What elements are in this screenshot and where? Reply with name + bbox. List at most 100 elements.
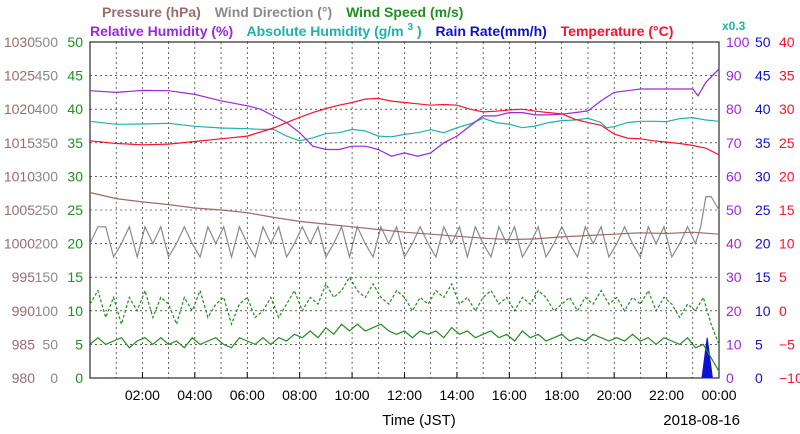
tick-label-wind-direction: 450 <box>35 68 59 84</box>
tick-label-pressure: 990 <box>12 303 36 319</box>
tick-label-pressure: 1020 <box>4 101 35 117</box>
tick-label-wind-speed: 5 <box>75 336 83 352</box>
series-absolute-humidity-g-m3 <box>89 116 720 142</box>
tick-label-relative-humidity: 50 <box>726 202 742 218</box>
x-axis: 02:00 04:00 06:00 08:00 10:00 12:00 14:00 16:00… <box>125 372 737 403</box>
tick-label-pressure: 1025 <box>4 68 35 84</box>
series-relative-humidity <box>89 68 720 157</box>
tick-label-wind-speed: 30 <box>67 168 83 184</box>
x-tick-label: 12:00 <box>387 387 422 403</box>
tick-label-wind-direction: 250 <box>35 202 59 218</box>
tick-label-temperature: −5 <box>779 336 795 352</box>
tick-label-pressure: 980 <box>12 370 36 386</box>
tick-label-relative-humidity: 70 <box>726 135 742 151</box>
x-tick-label: 00:00 <box>701 387 736 403</box>
tick-label-relative-humidity: 10 <box>726 336 742 352</box>
tick-label-relative-humidity: 20 <box>726 303 742 319</box>
x-tick-label: 20:00 <box>597 387 632 403</box>
tick-label-pressure: 1005 <box>4 202 35 218</box>
tick-label-rain-rate: 0 <box>755 370 763 386</box>
series-wind-speed-m-s <box>89 323 720 372</box>
tick-label-wind-direction: 300 <box>35 168 59 184</box>
series-wind-speed-m-s-max <box>89 276 720 345</box>
tick-label-rain-rate: 15 <box>755 269 771 285</box>
tick-label-wind-speed: 25 <box>67 202 83 218</box>
legend-absolute-humidity-sup: 3 <box>408 22 414 33</box>
tick-label-relative-humidity: 90 <box>726 68 742 84</box>
x-tick-label: 16:00 <box>492 387 527 403</box>
x-tick-label: 02:00 <box>125 387 160 403</box>
legend-rain-rate: Rain Rate(mm/h) <box>436 23 547 39</box>
tick-label-wind-speed: 0 <box>75 370 83 386</box>
series-rain-rate-mm-h <box>701 337 713 379</box>
legend-row-1: Pressure (hPa) Wind Direction (°) Wind S… <box>102 4 463 20</box>
x-tick-label: 06:00 <box>230 387 265 403</box>
tick-label-temperature: 40 <box>779 34 795 50</box>
tick-label-rain-rate: 45 <box>755 68 771 84</box>
series-pressure-hpa <box>89 191 720 241</box>
legend-temperature: Temperature (°C) <box>561 23 674 39</box>
tick-label-pressure: 995 <box>12 269 36 285</box>
tick-label-wind-direction: 0 <box>50 370 58 386</box>
tick-label-wind-speed: 10 <box>67 303 83 319</box>
tick-label-pressure: 985 <box>12 336 36 352</box>
tick-label-wind-direction: 500 <box>35 34 59 50</box>
tick-label-wind-speed: 50 <box>67 34 83 50</box>
tick-label-relative-humidity: 30 <box>726 269 742 285</box>
tick-label-wind-speed: 45 <box>67 68 83 84</box>
tick-label-wind-direction: 350 <box>35 135 59 151</box>
tick-label-temperature: 5 <box>779 269 787 285</box>
tick-label-relative-humidity: 40 <box>726 236 742 252</box>
tick-label-wind-direction: 400 <box>35 101 59 117</box>
legend-pressure: Pressure (hPa) <box>102 4 201 20</box>
tick-label-wind-direction: 200 <box>35 236 59 252</box>
tick-label-wind-speed: 20 <box>67 236 83 252</box>
legend-wind-direction: Wind Direction (°) <box>215 4 332 20</box>
tick-label-pressure: 1000 <box>4 236 35 252</box>
tick-label-rain-rate: 50 <box>755 34 771 50</box>
tick-label-wind-speed: 35 <box>67 135 83 151</box>
plot-area <box>89 41 720 379</box>
tick-label-temperature: 0 <box>779 303 787 319</box>
tick-label-rain-rate: 20 <box>755 236 771 252</box>
tick-label-pressure: 1030 <box>4 34 35 50</box>
legend-relative-humidity: Relative Humidity (%) <box>90 23 233 39</box>
tick-label-rain-rate: 35 <box>755 135 771 151</box>
tick-label-temperature: 30 <box>779 101 795 117</box>
x-axis-title: Time (JST) <box>382 412 456 429</box>
legend-absolute-humidity: Absolute Humidity (g/m <box>247 23 404 39</box>
tick-label-rain-rate: 10 <box>755 303 771 319</box>
legend-row-2: Relative Humidity (%) Absolute Humidity … <box>90 17 673 39</box>
tick-label-temperature: 10 <box>779 236 795 252</box>
tick-label-relative-humidity: 0 <box>726 370 734 386</box>
series-temperature-c <box>89 97 720 156</box>
tick-label-wind-direction: 100 <box>35 303 59 319</box>
tick-label-temperature: 15 <box>779 202 795 218</box>
tick-label-wind-direction: 50 <box>42 336 58 352</box>
tick-label-relative-humidity: 100 <box>726 34 750 50</box>
tick-label-rain-rate: 40 <box>755 101 771 117</box>
x-tick-label: 22:00 <box>649 387 684 403</box>
tick-label-temperature: 20 <box>779 168 795 184</box>
tick-label-rain-rate: 30 <box>755 168 771 184</box>
tick-label-temperature: 35 <box>779 68 795 84</box>
legend-wind-speed: Wind Speed (m/s) <box>346 4 463 20</box>
tick-label-rain-rate: 25 <box>755 202 771 218</box>
temperature-axis: 40 35 30 25 20 15 10 5 0 −5 −10 <box>779 34 800 386</box>
legend-multiplier: x0.3 <box>722 19 746 33</box>
tick-label-relative-humidity: 80 <box>726 101 742 117</box>
x-tick-label: 08:00 <box>282 387 317 403</box>
x-tick-label: 18:00 <box>544 387 579 403</box>
tick-label-pressure: 1010 <box>4 168 35 184</box>
tick-label-wind-speed: 15 <box>67 269 83 285</box>
tick-label-rain-rate: 5 <box>755 336 763 352</box>
x-tick-label: 10:00 <box>335 387 370 403</box>
tick-label-wind-direction: 150 <box>35 269 59 285</box>
x-tick-label: 04:00 <box>177 387 212 403</box>
tick-label-temperature: −10 <box>779 370 800 386</box>
tick-label-relative-humidity: 60 <box>726 168 742 184</box>
tick-label-temperature: 25 <box>779 135 795 151</box>
